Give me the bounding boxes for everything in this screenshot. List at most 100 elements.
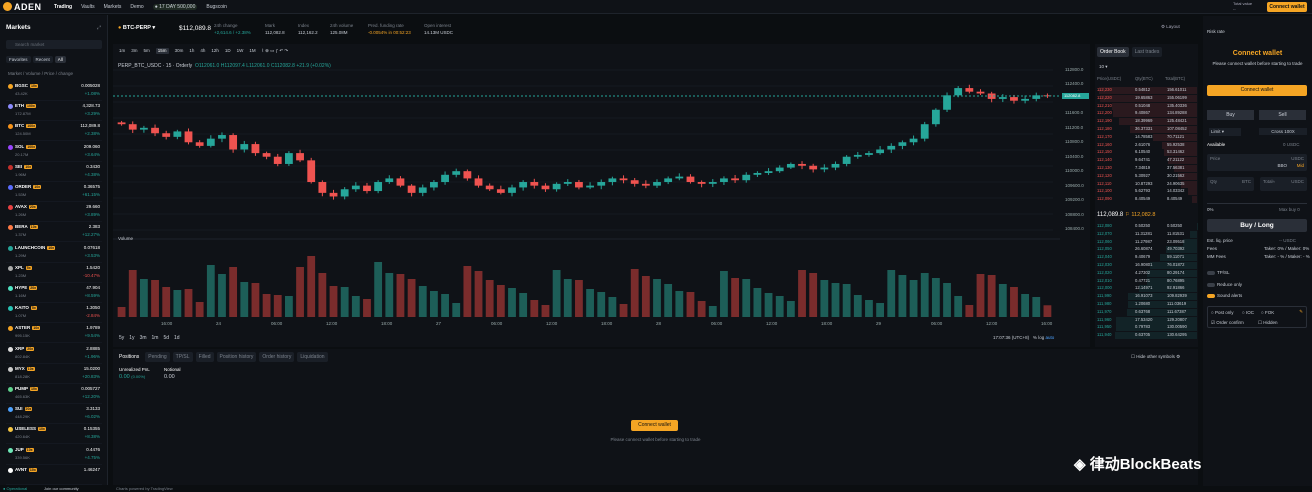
nav-link-markets[interactable]: Markets [103,4,122,10]
market-row[interactable]: HYPE 20x 1.16M 47.904 +8.59% [6,283,102,303]
range-1d[interactable]: 1d [174,335,180,341]
brand-logo[interactable]: ADEN [3,2,42,12]
filter-recent[interactable]: Recent [32,56,53,63]
range-1y[interactable]: 1y [129,335,135,341]
timeframe-1M[interactable]: 1M [249,48,256,53]
ask-row[interactable]: 112,200 9.40867 134.89288 [1097,110,1197,118]
range-5y[interactable]: 5y [119,335,125,341]
bid-row[interactable]: 112,040 9.40679 59.11071 [1097,254,1197,262]
ask-row[interactable]: 112,170 14.78583 70.71121 [1097,133,1197,142]
range-1m[interactable]: 1m [151,335,159,341]
range-3m[interactable]: 3m [139,335,147,341]
order-confirm-checkbox[interactable]: ☑ Order confirm [1211,320,1244,325]
ioc-option[interactable]: ○ IOC [1242,310,1254,315]
fok-option[interactable]: ○ FOK [1261,310,1275,315]
ask-row[interactable]: 112,130 7.34819 37.56381 [1097,165,1197,173]
market-row[interactable]: SOL 100x 20.17M 209.060 +3.64% [6,142,102,162]
positions-tab[interactable]: Position history [216,352,257,362]
hidden-checkbox[interactable]: ☐ Hidden [1258,320,1278,325]
connect-wallet-top-button[interactable]: Connect wallet [1267,2,1307,12]
market-row[interactable]: SEI 10x 1.96M 0.3430 +4.38% [6,162,102,182]
timeframe-3m[interactable]: 3m [131,48,138,53]
ask-row[interactable]: 112,110 10.87293 24.90635 [1097,180,1197,189]
points-badge[interactable]: ● 17 DAY 500,000 [152,4,198,10]
chart-tools-icon[interactable]: ⌇ ⊕ ▭ ƒ ↶ ↷ [261,48,289,53]
qty-input[interactable]: Qty BTC [1207,177,1254,191]
expand-icon[interactable]: ⤢ [97,25,102,31]
depth-select[interactable]: 10 ▾ [1099,64,1108,69]
market-row[interactable]: XPL 5x 1.23M 1.5420 -10.47% [6,263,102,283]
bid-row[interactable]: 111,980 1.20680 111.03619 [1097,301,1197,309]
market-row[interactable]: JUP 10x 339.56K 0.4476 +4.75% [6,445,102,465]
symbol-selector[interactable]: ● BTC-PERP ▾ [118,25,156,31]
market-row[interactable]: LAUNCHCOIN 10x 1.29M 0.07618 +3.53% [6,243,102,263]
ask-row[interactable]: 112,190 18.39969 125.48421 [1097,118,1197,126]
positions-tab[interactable]: Liquidation [297,352,328,362]
bid-row[interactable]: 111,960 17.53420 129.20807 [1097,316,1197,325]
timeframe-1W[interactable]: 1W [236,48,244,53]
bid-row[interactable]: 111,950 0.79783 130.00590 [1097,324,1197,332]
reduce-only-toggle[interactable]: Reduce only [1207,282,1242,287]
total-input[interactable]: Total≈ USDC [1260,177,1307,191]
buy-tab[interactable]: Buy [1207,110,1254,120]
nav-link-vaults[interactable]: Vaults [81,4,95,10]
market-row[interactable]: AVAX 20x 1.26M 29.660 +3.89% [6,202,102,223]
market-row[interactable]: BERA 10x 1.37M 2.383 +12.27% [6,222,102,243]
size-slider[interactable] [1207,203,1307,204]
market-row[interactable]: ETH 100x 172.87M 4,328.73 +3.29% [6,101,102,122]
timeframe-12h[interactable]: 12h [211,48,219,53]
positions-tab[interactable]: TP/SL [172,352,193,362]
community-link[interactable]: Join our community [44,486,79,491]
market-row[interactable]: AVNT 10x 1.46247 [6,465,102,485]
timeframe-5m[interactable]: 5m [143,48,150,53]
ask-row[interactable]: 112,160 2.61076 55.92538 [1097,141,1197,150]
sound-alerts-toggle[interactable]: Sound alerts [1207,293,1242,298]
layout-button[interactable]: ⚙ Layout [1161,24,1180,29]
market-search-input[interactable]: Search market [6,40,102,49]
bid-row[interactable]: 111,970 0.63768 111.67387 [1097,308,1197,317]
post-only-option[interactable]: ○ Post only [1211,310,1234,315]
tab-order-book[interactable]: Order Book [1097,47,1129,57]
timeframe-30m[interactable]: 30m [174,48,184,53]
market-row[interactable]: PUMP 10x 465.63K 0.005727 +12.20% [6,384,102,404]
price-input[interactable]: Price USDC BBO Mid [1207,154,1307,171]
market-row[interactable]: ORDER 10x 1.53M 0.36575 +61.15% [6,182,102,202]
ask-row[interactable]: 112,090 8.40549 8.40549 [1097,196,1197,204]
positions-tab[interactable]: Pending [145,352,170,362]
pencil-icon[interactable]: ✎ [1299,309,1303,314]
timeframe-4h[interactable]: 4h [200,48,206,53]
bid-row[interactable]: 112,020 4.27302 80.29174 [1097,269,1197,278]
mid-button[interactable]: Mid [1296,163,1304,168]
tab-last-trades[interactable]: Last trades [1131,47,1163,57]
ask-row[interactable]: 112,230 0.54812 156.61011 [1097,87,1197,95]
market-row[interactable]: KAITO 5x 1.07M 1.3050 -2.84% [6,303,102,324]
connect-wallet-panel-button[interactable]: Connect wallet [1207,85,1307,96]
market-row[interactable]: USELESS 10x 420.64K 0.15355 +8.38% [6,424,102,445]
ask-row[interactable]: 112,150 6.10540 53.31462 [1097,149,1197,157]
bid-row[interactable]: 112,000 12.14971 92.91866 [1097,285,1197,293]
order-type-select[interactable]: Limit ▾ [1209,128,1241,136]
price-chart[interactable]: 1m 3m 5m 15m 30m 1h 4h 12h 1D 1W 1M ⌇ ⊕ ▭ ƒ ↶ ↷ PER… [113,44,1090,347]
buy-long-button[interactable]: Buy / Long [1207,219,1307,232]
market-row[interactable]: XRP 20x 802.84K 2.8885 +1.96% [6,344,102,364]
nav-link-trading[interactable]: Trading [54,4,73,10]
bid-row[interactable]: 112,050 26.60874 49.70392 [1097,246,1197,254]
positions-tab[interactable]: Positions [119,354,140,360]
market-row[interactable]: BGSC 10x 43.42K 0.005028 +1.08% [6,81,102,101]
nav-link-bugscoin[interactable]: Bugscoin [206,4,227,10]
bbo-button[interactable]: BBO [1277,163,1287,168]
bid-row[interactable]: 112,060 11.27987 23.09518 [1097,238,1197,247]
ask-row[interactable]: 112,120 5.30927 30.21562 [1097,172,1197,181]
market-row[interactable]: SUI 20x 448.29K 3.3133 +6.02% [6,404,102,425]
bid-row[interactable]: 112,010 0.47721 80.76895 [1097,277,1197,286]
market-row[interactable]: MYX 10x 818.28K 15.0200 +20.83% [6,364,102,384]
timeframe-1D[interactable]: 1D [224,48,231,53]
ask-row[interactable]: 112,100 5.62793 14.03342 [1097,188,1197,196]
market-row[interactable]: BTC 100x 124.50M 112,089.8 +2.38% [6,121,102,142]
timeframe-1h[interactable]: 1h [189,48,195,53]
connect-wallet-positions-button[interactable]: Connect wallet [631,420,678,431]
ask-row[interactable]: 112,210 0.51048 135.40336 [1097,102,1197,111]
filter-all[interactable]: All [54,56,66,63]
range-5d[interactable]: 5d [163,335,170,341]
positions-tab[interactable]: Filled [195,352,214,362]
